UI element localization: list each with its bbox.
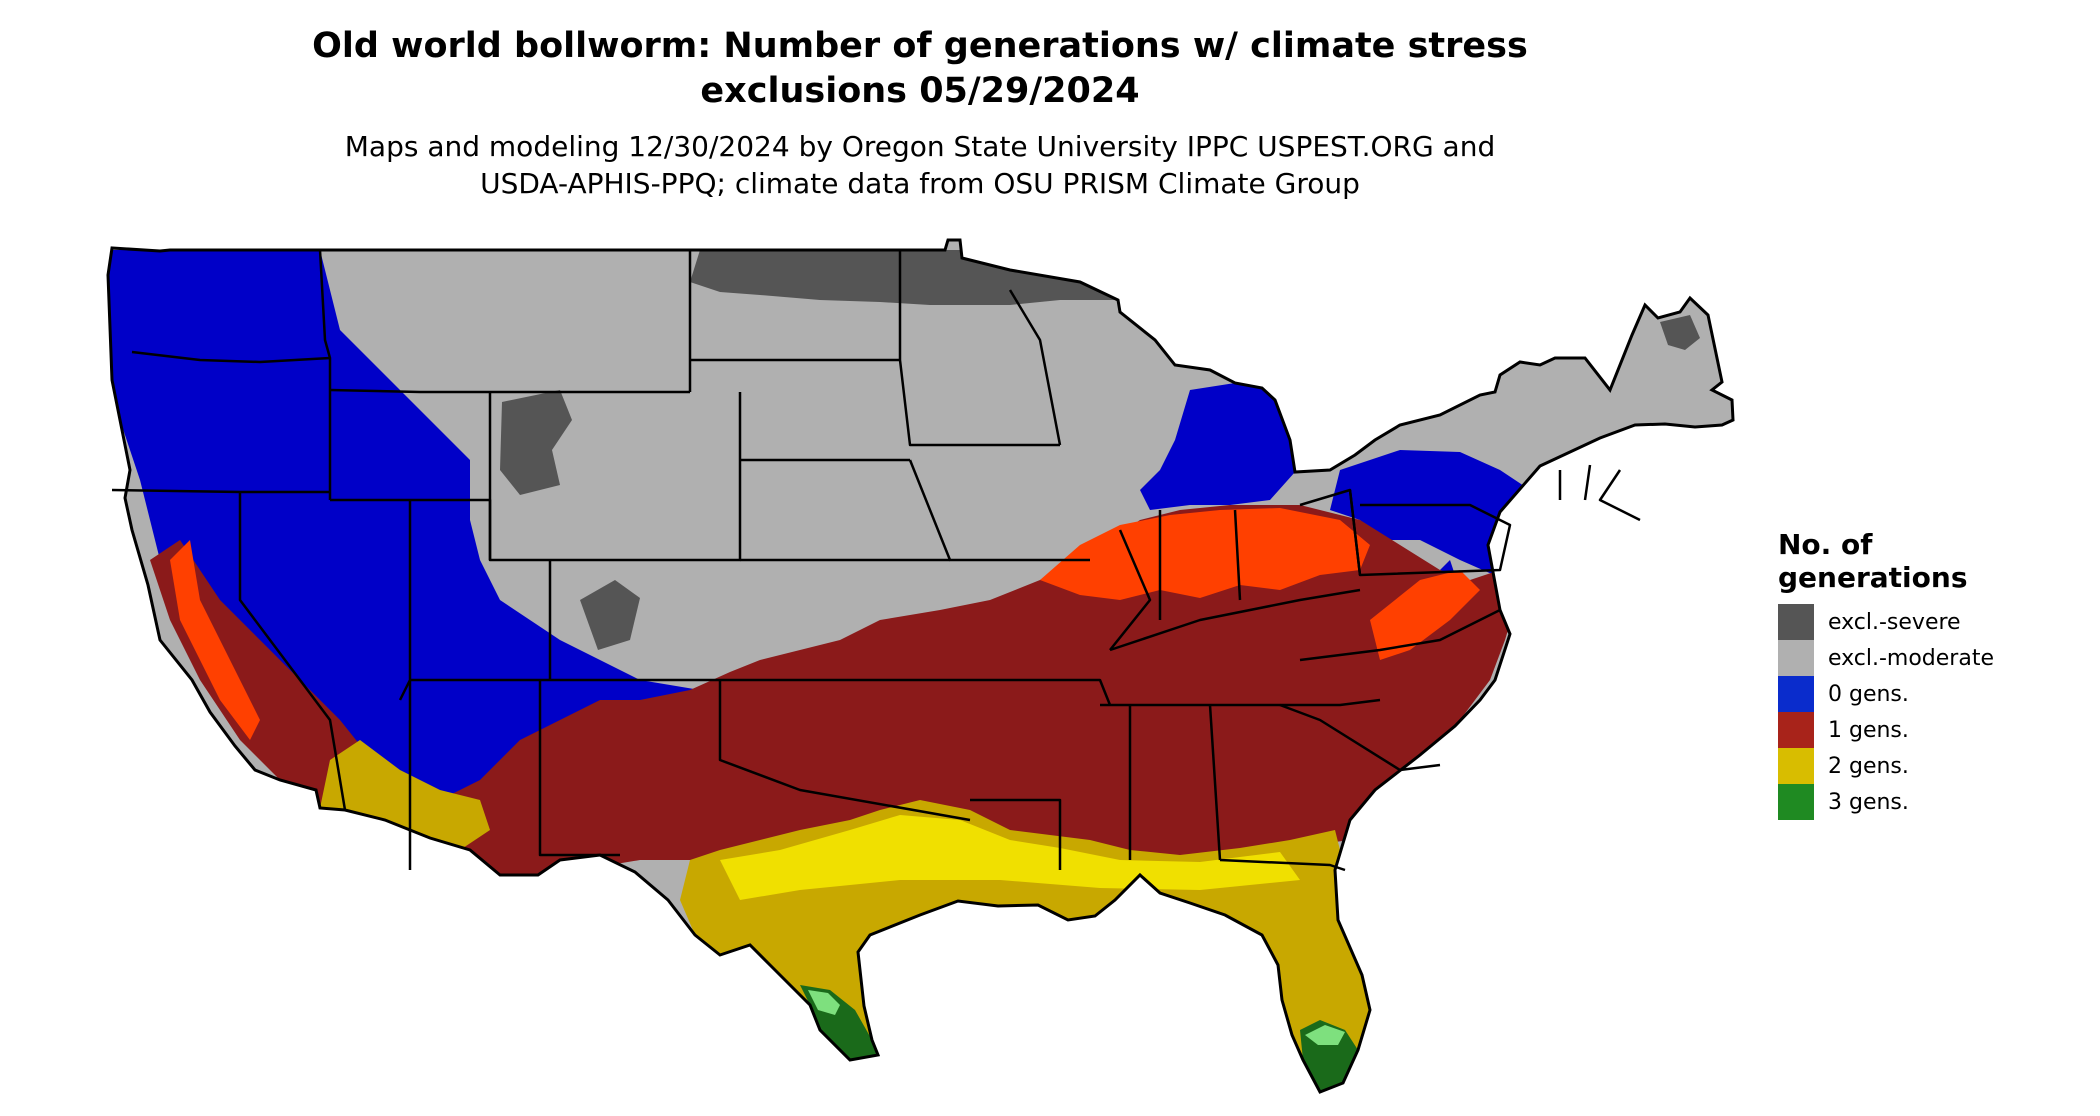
legend-swatch	[1778, 784, 1814, 820]
border-ms-al	[1128, 704, 1222, 861]
zone-1-gens-calif	[170, 540, 260, 740]
border-ca-nv	[238, 492, 347, 811]
legend-label: 2 gens.	[1828, 753, 1909, 779]
legend-label: 1 gens.	[1828, 717, 1909, 743]
legend-item: 3 gens.	[1778, 784, 1994, 820]
border-id-west	[318, 249, 332, 500]
legend-item: excl.-severe	[1778, 604, 1994, 640]
border-pa	[1348, 489, 1512, 577]
zone-2-gens-gulf-bright	[720, 815, 1300, 900]
zone-3-gens-florida-light	[1305, 1025, 1345, 1045]
map-subtitle-line2: USDA-APHIS-PPQ; climate data from OSU PR…	[480, 167, 1360, 200]
legend-swatch	[1778, 640, 1814, 676]
legend-swatch	[1778, 748, 1814, 784]
zone-0-gens-newengland	[1540, 465, 1655, 600]
border-ga-fl	[1219, 858, 1346, 872]
legend-item: excl.-moderate	[1778, 640, 1994, 676]
zone-1-gens-midatlantic	[1370, 570, 1480, 660]
border-ar-la	[970, 798, 1062, 870]
legend-title: No. of generations	[1778, 528, 1994, 594]
border-ky-north	[1109, 588, 1361, 652]
legend-label: 0 gens.	[1828, 681, 1909, 707]
zone-2-gens-arizona	[320, 740, 490, 850]
border-tn-south	[1100, 698, 1381, 707]
zone-excl-severe-colorado	[580, 580, 640, 650]
map-title-line1: Old world bollworm: Number of generation…	[312, 26, 1528, 66]
map-title-line2: exclusions 05/29/2024	[700, 71, 1140, 111]
border-mt-south	[329, 388, 690, 394]
border-ne-states	[1558, 464, 1641, 522]
legend-label: 3 gens.	[1828, 789, 1909, 815]
legend-item: 0 gens.	[1778, 676, 1994, 712]
border-ok-tx	[718, 680, 971, 822]
legend-title-line2: generations	[1778, 561, 1968, 594]
zone-excl-severe-ne	[1660, 315, 1700, 350]
legend-swatch	[1778, 712, 1814, 748]
zone-1-gens-ohio-valley	[1040, 508, 1370, 600]
legend-swatch	[1778, 676, 1814, 712]
map-subtitle-line1: Maps and modeling 12/30/2024 by Oregon S…	[344, 130, 1496, 163]
legend-item: 2 gens.	[1778, 748, 1994, 784]
zone-0-gens-west	[108, 250, 700, 880]
border-wy	[488, 392, 742, 562]
border-sc-nc	[1279, 703, 1441, 772]
legend-item: 1 gens.	[1778, 712, 1994, 748]
legend-title-line1: No. of	[1778, 528, 1873, 561]
border-va	[1299, 608, 1501, 662]
map-legend: No. of generations excl.-severe excl.-mo…	[1778, 528, 1994, 820]
map-subtitle: Maps and modeling 12/30/2024 by Oregon S…	[0, 128, 1840, 202]
border-wa-or	[131, 350, 331, 364]
legend-label: excl.-severe	[1828, 609, 1961, 635]
state-borders	[111, 249, 1641, 872]
generation-zones	[108, 240, 1733, 1092]
border-mn	[898, 250, 1060, 447]
legend-label: excl.-moderate	[1828, 645, 1994, 671]
zone-3-gens-texas-light	[808, 990, 840, 1015]
border-mn-wi	[1008, 289, 1062, 446]
border-nm-tx	[538, 680, 620, 857]
zone-1-gens-south	[150, 505, 1520, 880]
border-ia-mo	[908, 459, 1090, 562]
zone-excl-severe-wyoming	[500, 390, 572, 495]
border-mo-ar	[960, 678, 1112, 706]
legend-swatch	[1778, 604, 1814, 640]
map-title: Old world bollworm: Number of generation…	[0, 24, 1840, 114]
zone-0-gens-michigan	[1140, 383, 1295, 510]
border-il-in	[1109, 510, 1162, 651]
